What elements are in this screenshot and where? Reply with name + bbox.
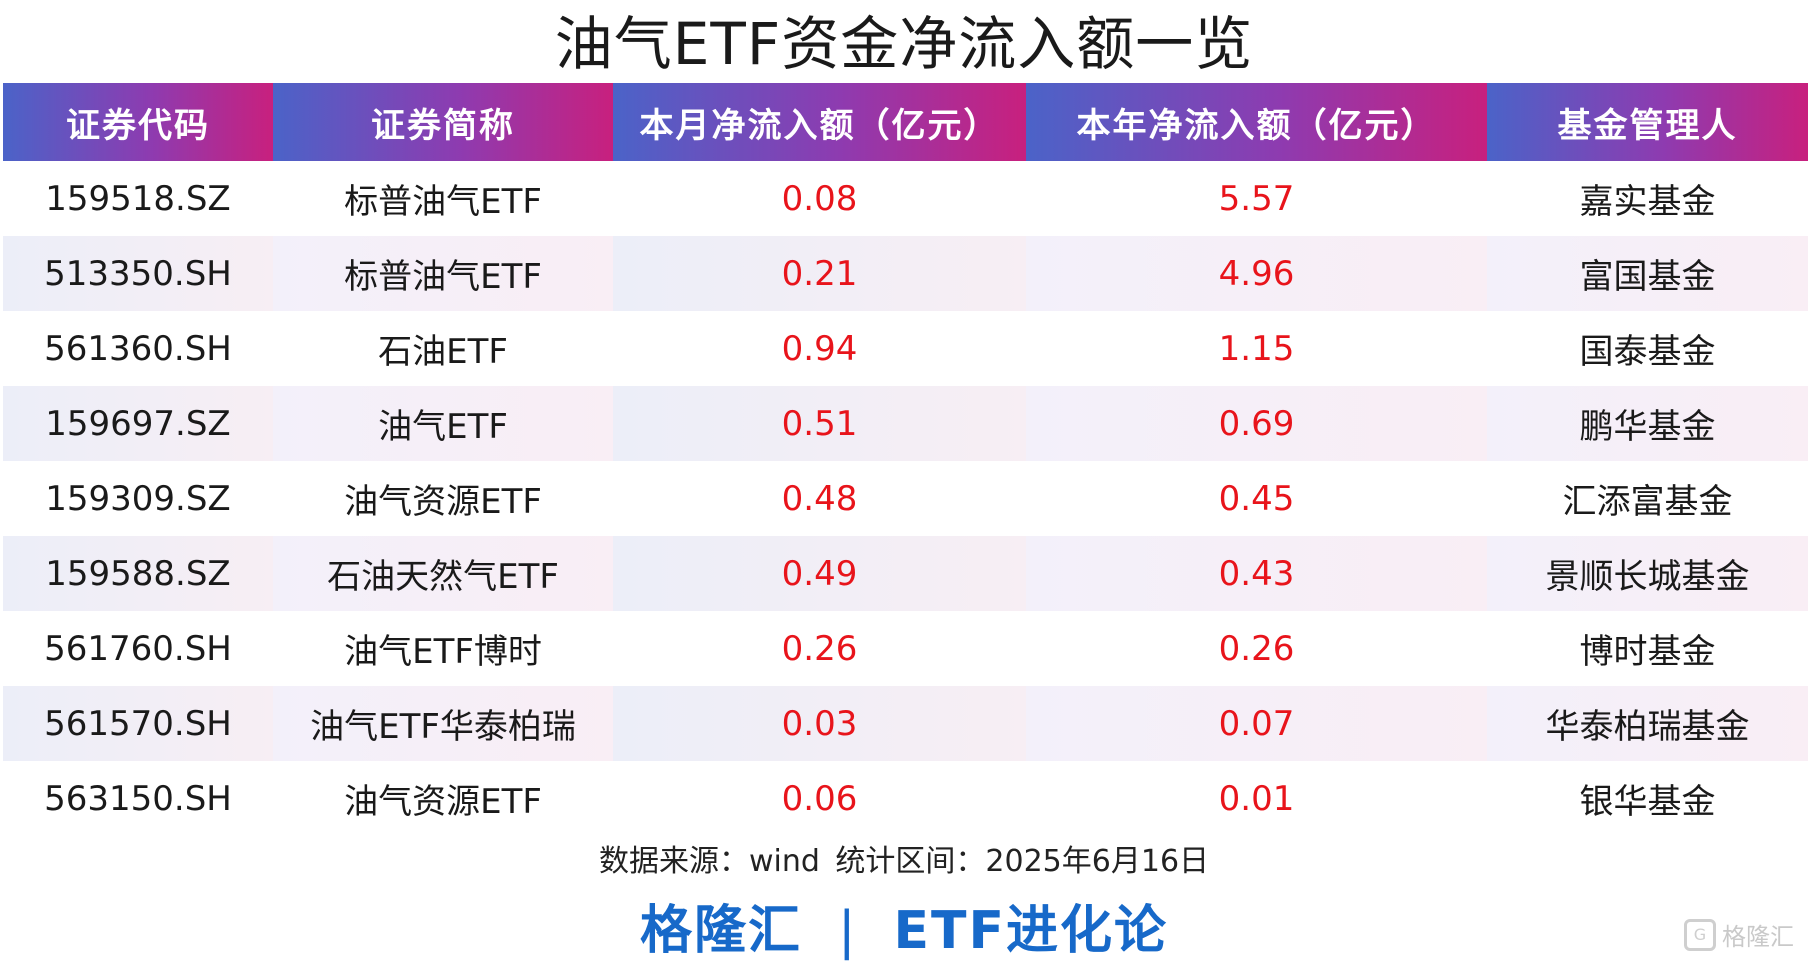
cell-year-inflow: 0.69	[1026, 386, 1487, 461]
table-row: 159588.SZ 石油天然气ETF 0.49 0.43 景顺长城基金	[3, 536, 1808, 611]
cell-name: 油气资源ETF	[344, 482, 542, 522]
cell-year-inflow: 0.01	[1218, 778, 1295, 819]
table-row: 561760.SH 油气ETF博时 0.26 0.26 博时基金	[3, 611, 1808, 686]
cell-month-inflow: 0.08	[781, 178, 858, 219]
table-row: 561360.SH 石油ETF 0.94 1.15 国泰基金	[3, 311, 1808, 386]
footer-brand-right: ETF进化论	[893, 901, 1169, 961]
cell-name: 油气ETF博时	[344, 632, 542, 672]
cell-year-inflow: 1.15	[1218, 328, 1295, 369]
cell-name: 石油天然气ETF	[273, 536, 613, 611]
table-row: 513350.SH 标普油气ETF 0.21 4.96 富国基金	[3, 236, 1808, 311]
cell-manager: 景顺长城基金	[1487, 536, 1808, 611]
cell-manager: 嘉实基金	[1579, 182, 1716, 222]
cell-name: 标普油气ETF	[344, 182, 542, 222]
cell-code: 159518.SZ	[45, 178, 231, 219]
gelonghui-logo-icon: G	[1684, 918, 1716, 951]
cell-code: 563150.SH	[44, 778, 232, 819]
cell-manager: 博时基金	[1579, 632, 1716, 672]
header-code: 证券代码	[3, 83, 273, 161]
footer-brand-left: 格隆汇	[639, 901, 802, 961]
cell-manager: 鹏华基金	[1487, 386, 1808, 461]
table-header: 证券代码 证券简称 本月净流入额（亿元） 本年净流入额（亿元） 基金管理人	[3, 83, 1808, 161]
cell-name: 油气ETF	[273, 386, 613, 461]
cell-month-inflow: 0.26	[781, 628, 858, 669]
cell-code: 561570.SH	[3, 686, 273, 761]
table-row: 563150.SH 油气资源ETF 0.06 0.01 银华基金	[3, 761, 1808, 836]
cell-month-inflow: 0.51	[613, 386, 1026, 461]
cell-name: 标普油气ETF	[273, 236, 613, 311]
cell-code: 513350.SH	[3, 236, 273, 311]
cell-month-inflow: 0.48	[781, 478, 858, 519]
cell-manager: 银华基金	[1579, 782, 1716, 822]
cell-manager: 汇添富基金	[1562, 482, 1733, 522]
cell-code: 159697.SZ	[3, 386, 273, 461]
cell-month-inflow: 0.21	[613, 236, 1026, 311]
cell-name: 石油ETF	[378, 332, 508, 372]
cell-manager: 国泰基金	[1579, 332, 1716, 372]
table-row: 159518.SZ 标普油气ETF 0.08 5.57 嘉实基金	[3, 161, 1808, 236]
cell-name: 油气ETF华泰柏瑞	[273, 686, 613, 761]
watermark-text: 格隆汇	[1722, 923, 1794, 951]
cell-code: 561360.SH	[44, 328, 232, 369]
page-title: 油气ETF资金净流入额一览	[554, 10, 1254, 78]
cell-year-inflow: 5.57	[1218, 178, 1295, 219]
watermark: G 格隆汇	[1684, 917, 1794, 952]
cell-year-inflow: 0.45	[1218, 478, 1295, 519]
header-year-inflow: 本年净流入额（亿元）	[1026, 83, 1487, 161]
table-row: 561570.SH 油气ETF华泰柏瑞 0.03 0.07 华泰柏瑞基金	[3, 686, 1808, 761]
cell-manager: 华泰柏瑞基金	[1487, 686, 1808, 761]
cell-code: 561760.SH	[44, 628, 232, 669]
cell-manager: 富国基金	[1487, 236, 1808, 311]
header-month-inflow: 本月净流入额（亿元）	[613, 83, 1026, 161]
cell-year-inflow: 0.26	[1218, 628, 1295, 669]
cell-month-inflow: 0.03	[613, 686, 1026, 761]
table-row: 159309.SZ 油气资源ETF 0.48 0.45 汇添富基金	[3, 461, 1808, 536]
footer-brand: 格隆汇 | ETF进化论	[0, 888, 1808, 963]
header-name: 证券简称	[273, 83, 613, 161]
footer-separator: |	[837, 901, 858, 961]
cell-code: 159588.SZ	[3, 536, 273, 611]
data-source-note: 数据来源：wind 统计区间：2025年6月16日	[598, 844, 1210, 879]
cell-year-inflow: 0.43	[1026, 536, 1487, 611]
cell-name: 油气资源ETF	[344, 782, 542, 822]
cell-month-inflow: 0.06	[781, 778, 858, 819]
table-row: 159697.SZ 油气ETF 0.51 0.69 鹏华基金	[3, 386, 1808, 461]
header-manager: 基金管理人	[1487, 83, 1808, 161]
cell-year-inflow: 4.96	[1026, 236, 1487, 311]
cell-month-inflow: 0.94	[781, 328, 858, 369]
cell-month-inflow: 0.49	[613, 536, 1026, 611]
cell-year-inflow: 0.07	[1026, 686, 1487, 761]
etf-flow-table: 证券代码 证券简称 本月净流入额（亿元） 本年净流入额（亿元） 基金管理人 15…	[3, 83, 1808, 836]
cell-code: 159309.SZ	[45, 478, 231, 519]
